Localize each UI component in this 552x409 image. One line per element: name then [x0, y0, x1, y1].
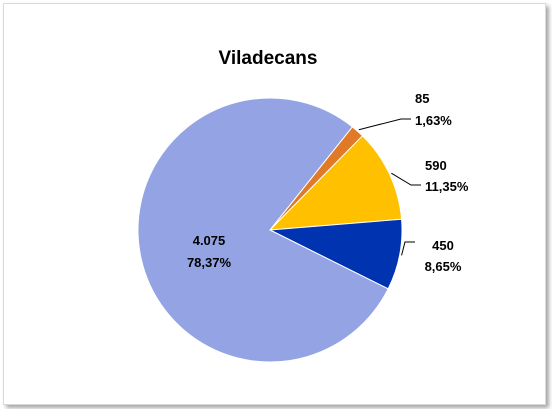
data-label-value: 450 [432, 238, 454, 253]
chart-title: Viladecans [219, 48, 318, 69]
pie-slice-4.075 [137, 97, 389, 363]
leader-line-450 [401, 241, 415, 256]
chart-area: Viladecans 85 1,63% 590 11,35% 450 8,65% 4.075… [3, 3, 546, 405]
data-label-value: 590 [425, 158, 447, 173]
data-label-percent: 11,35% [425, 179, 469, 194]
leader-line-85 [358, 118, 411, 131]
leader-lines [358, 118, 421, 256]
pie-slices [137, 97, 403, 363]
pie-slice-590 [268, 135, 403, 231]
pie-chart: Viladecans 85 1,63% 590 11,35% 450 8,65% 4.075… [137, 48, 469, 363]
data-label-percent: 8,65% [425, 259, 462, 274]
data-label-value: 85 [415, 91, 429, 106]
leader-line-590 [391, 172, 421, 186]
data-label-value: 4.075 [193, 233, 226, 248]
data-label-percent: 1,63% [415, 113, 452, 128]
data-labels: 85 1,63% 590 11,35% 450 8,65% 4.075 78,37% [187, 91, 469, 274]
data-label-percent: 78,37% [187, 255, 232, 270]
